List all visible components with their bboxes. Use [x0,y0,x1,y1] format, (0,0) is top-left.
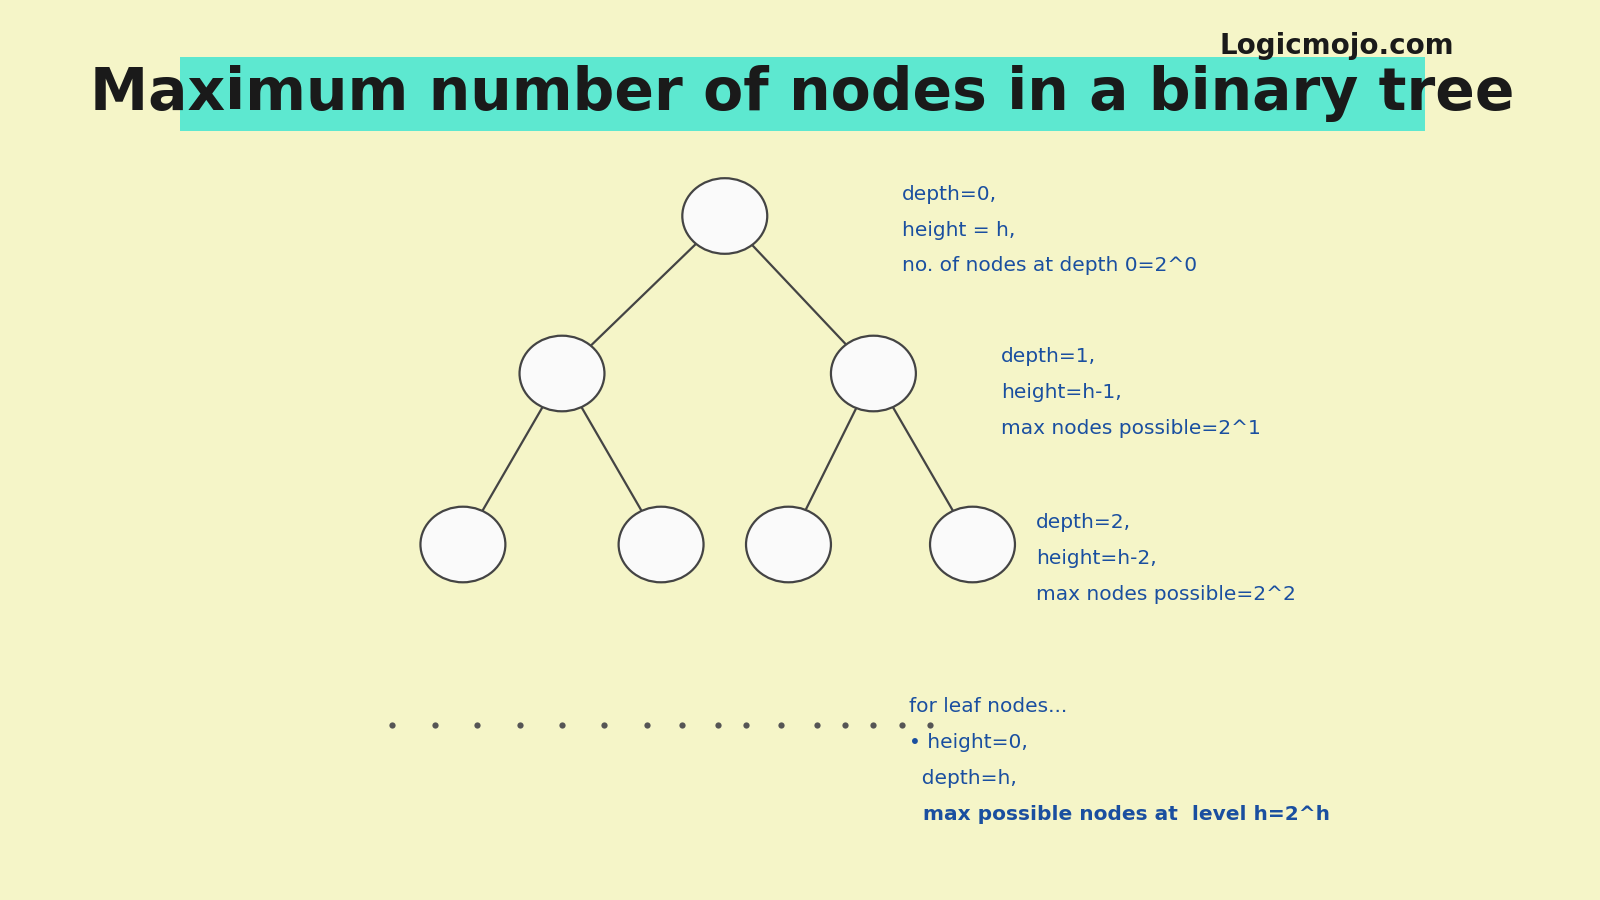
Text: • height=0,: • height=0, [909,734,1027,752]
Text: height=h-2,: height=h-2, [1037,549,1157,568]
Text: depth=h,: depth=h, [909,770,1016,788]
Text: max nodes possible=2^2: max nodes possible=2^2 [1037,585,1296,604]
Text: depth=2,: depth=2, [1037,513,1131,532]
Text: height = h,: height = h, [902,220,1014,239]
Text: for leaf nodes...: for leaf nodes... [909,698,1067,716]
Text: depth=1,: depth=1, [1002,346,1096,365]
Ellipse shape [746,507,830,582]
Text: no. of nodes at depth 0=2^0: no. of nodes at depth 0=2^0 [902,256,1197,275]
Text: depth=0,: depth=0, [902,184,997,203]
Ellipse shape [930,507,1014,582]
FancyBboxPatch shape [179,57,1426,130]
Ellipse shape [520,336,605,411]
Ellipse shape [682,178,768,254]
Text: max nodes possible=2^1: max nodes possible=2^1 [1002,418,1261,437]
Ellipse shape [421,507,506,582]
Ellipse shape [619,507,704,582]
Text: max possible nodes at  level h=2^h: max possible nodes at level h=2^h [909,806,1330,824]
Text: Maximum number of nodes in a binary tree: Maximum number of nodes in a binary tree [90,65,1515,122]
Text: Logicmojo.com: Logicmojo.com [1219,32,1454,59]
Ellipse shape [830,336,915,411]
Text: height=h-1,: height=h-1, [1002,382,1122,401]
